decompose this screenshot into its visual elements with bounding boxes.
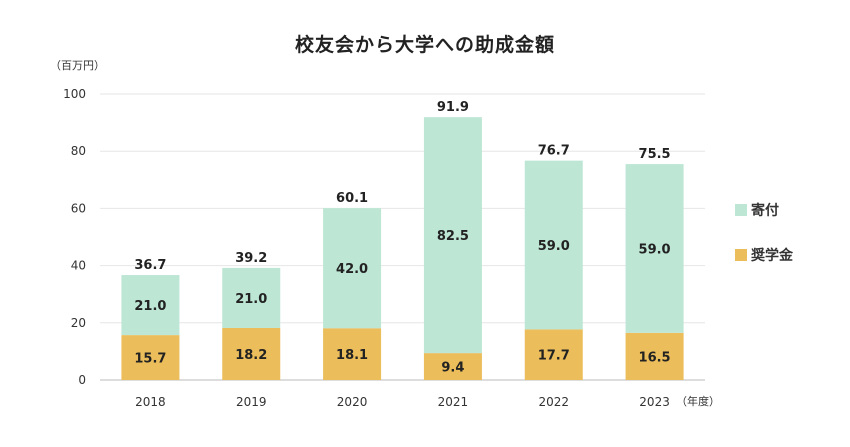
total-label-2019: 39.2 [235, 251, 267, 266]
y-axis-unit-label: （百万円） [50, 59, 105, 72]
bar-segment-donation-2021 [423, 117, 482, 354]
data-label-donation-2020: 42.0 [336, 262, 368, 277]
data-label-scholarship-2018: 15.7 [134, 352, 166, 367]
bar-segment-donation-2018 [121, 275, 180, 336]
legend-swatch-donation [735, 204, 747, 216]
data-label-donation-2021: 82.5 [437, 229, 469, 244]
x-tick-label-2021: 2021 [438, 395, 469, 409]
total-label-2022: 76.7 [538, 144, 570, 159]
data-label-donation-2018: 21.0 [134, 299, 166, 314]
data-label-scholarship-2023: 16.5 [639, 350, 671, 365]
y-tick-label-20: 20 [71, 316, 86, 330]
legend-label-scholarship: 奨学金 [751, 248, 793, 264]
bar-segment-donation-2019 [222, 267, 281, 328]
x-tick-label-2018: 2018 [135, 395, 166, 409]
y-tick-label-100: 100 [63, 87, 86, 101]
total-label-2018: 36.7 [134, 258, 166, 273]
y-tick-label-0: 0 [78, 373, 86, 387]
y-tick-label-40: 40 [71, 259, 86, 273]
data-label-donation-2019: 21.0 [235, 292, 267, 307]
x-tick-label-2022: 2022 [538, 395, 569, 409]
y-tick-label-60: 60 [71, 201, 86, 215]
bar-segment-scholarship-2021 [423, 353, 482, 380]
x-axis-unit-label: （年度） [676, 395, 720, 408]
legend-item-donation: 寄付 [735, 200, 779, 220]
chart-title: 校友会から大学への助成金額 [294, 34, 555, 56]
total-label-2020: 60.1 [336, 191, 368, 206]
data-label-scholarship-2020: 18.1 [336, 348, 368, 363]
bar-segment-scholarship-2020 [323, 328, 382, 380]
legend-item-scholarship: 奨学金 [735, 245, 793, 265]
data-label-donation-2023: 59.0 [639, 242, 671, 257]
x-tick-label-2023: 2023 [639, 395, 670, 409]
legend-label-donation: 寄付 [751, 203, 779, 219]
total-label-2023: 75.5 [639, 147, 671, 162]
x-tick-label-2019: 2019 [236, 395, 267, 409]
bar-segment-scholarship-2022 [524, 329, 583, 380]
data-label-donation-2022: 59.0 [538, 239, 570, 254]
bar-segment-donation-2023 [625, 164, 684, 333]
bar-segment-scholarship-2018 [121, 335, 180, 380]
bar-segment-donation-2020 [323, 208, 382, 329]
data-label-scholarship-2019: 18.2 [235, 348, 267, 363]
data-label-scholarship-2022: 17.7 [538, 349, 570, 364]
x-tick-label-2020: 2020 [337, 395, 368, 409]
legend-swatch-scholarship [735, 249, 747, 261]
bar-segment-donation-2022 [524, 160, 583, 330]
y-tick-label-80: 80 [71, 144, 86, 158]
bar-segment-scholarship-2019 [222, 327, 281, 380]
total-label-2021: 91.9 [437, 100, 469, 115]
bar-segment-scholarship-2023 [625, 332, 684, 380]
data-label-scholarship-2021: 9.4 [441, 361, 464, 376]
